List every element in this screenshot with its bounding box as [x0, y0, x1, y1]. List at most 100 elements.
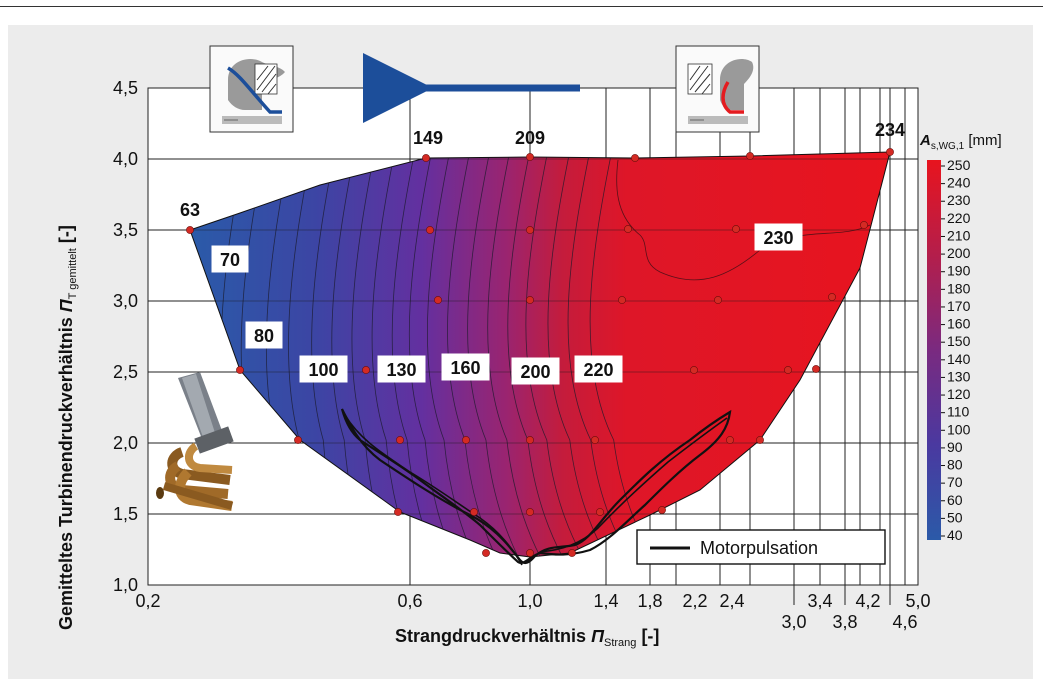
measurement-point	[526, 226, 534, 234]
x-tick-label: 1,0	[517, 591, 542, 611]
contour-line	[567, 152, 638, 557]
contour-label-box	[245, 321, 283, 349]
y-axis-title: Gemitteltes Turbinendruckverhältnis ΠT g…	[56, 225, 80, 630]
x-tick-label: 4,2	[855, 591, 880, 611]
measurement-point	[526, 549, 534, 557]
corner-value-labels: 63 149 209 234	[180, 120, 905, 220]
y-tick-label: 4,5	[113, 78, 138, 98]
y-tick-label: 1,0	[113, 575, 138, 595]
measurement-point	[526, 296, 534, 304]
contour-label: 130	[377, 355, 426, 383]
measurement-point	[294, 436, 302, 444]
measurement-point	[526, 508, 534, 516]
colorbar-tick-label: 200	[947, 245, 971, 261]
contour-label: 100	[299, 355, 348, 383]
measurement-point	[596, 508, 604, 516]
y-tick-label: 3,0	[113, 291, 138, 311]
x-tick-label: 0,6	[397, 591, 422, 611]
x-tick-label: 2,4	[719, 591, 744, 611]
colorbar-tick-label: 70	[947, 474, 963, 490]
contour-label-box	[299, 355, 348, 383]
contour-value-labels: 70 80 100 130 160 200 220 230	[211, 223, 803, 385]
measurement-point	[422, 154, 430, 162]
colorbar-tick-label: 170	[947, 298, 971, 314]
measurement-point	[462, 436, 470, 444]
corner-value-label: 234	[875, 120, 905, 140]
contour-label-box	[754, 223, 803, 251]
legend: Motorpulsation	[636, 529, 886, 565]
measurement-point	[526, 153, 534, 161]
contour-label-text: 200	[520, 362, 550, 382]
x-tick-label: 2,2	[682, 591, 707, 611]
measurement-point	[690, 366, 698, 374]
x-tick-label: 1,8	[637, 591, 662, 611]
exhaust-manifold-illustration	[156, 372, 234, 511]
contour-line	[467, 152, 526, 557]
measurement-point	[186, 226, 194, 234]
contour-label-text: 230	[763, 228, 793, 248]
colorbar-title: As,WG,1 [mm]	[919, 132, 1002, 153]
y-tick-label: 3,5	[113, 220, 138, 240]
measurement-point	[828, 293, 836, 301]
measurement-point	[394, 508, 402, 516]
contour-label-box	[211, 245, 249, 273]
colorbar-tick-label: 240	[947, 175, 971, 191]
colorbar-tick-label: 250	[947, 157, 971, 173]
contour-label-text: 80	[254, 326, 274, 346]
x-tick-label: 3,4	[807, 591, 832, 611]
contour-label-text: 70	[220, 250, 240, 270]
contour-line	[525, 152, 591, 557]
contour-230	[616, 159, 871, 281]
contour-label: 220	[574, 355, 623, 383]
y-tick-label: 2,5	[113, 362, 138, 382]
contour-label-text: 220	[583, 360, 613, 380]
colorbar-tick-label: 180	[947, 280, 971, 296]
measurement-point	[886, 148, 894, 156]
contour-label: 160	[441, 353, 490, 381]
contour-label-text: 130	[386, 360, 416, 380]
measurement-point	[756, 436, 764, 444]
colorbar-tick-label: 110	[947, 404, 970, 420]
turbine-icon-left	[209, 45, 294, 133]
measurement-point	[631, 154, 639, 162]
y-tick-label: 1,5	[113, 504, 138, 524]
contour-label-box	[511, 357, 560, 385]
corner-value-label: 149	[413, 128, 443, 148]
turbine-icon-right	[675, 45, 760, 133]
contour-line	[487, 152, 548, 557]
colorbar-tick-label: 140	[947, 351, 971, 367]
colorbar-tick-label: 190	[947, 263, 971, 279]
contour-label-box	[441, 353, 490, 381]
measurement-point	[746, 152, 754, 160]
x-tick-label: 0,2	[135, 591, 160, 611]
measurement-point	[362, 366, 370, 374]
measurement-point	[568, 549, 576, 557]
contour-label: 70	[211, 245, 249, 273]
x-tick-label-lower: 3,8	[832, 612, 857, 632]
colorbar-tick-label: 50	[947, 509, 963, 525]
contour-label-text: 100	[308, 360, 338, 380]
legend-label: Motorpulsation	[700, 538, 818, 558]
colorbar-tick-label: 60	[947, 492, 963, 508]
colorbar-tick-label: 100	[947, 421, 971, 437]
colorbar-tick-label: 120	[947, 386, 971, 402]
x-tick-label-lower: 4,6	[892, 612, 917, 632]
x-axis-tick-labels: 0,2 0,6 1,0 1,4 1,8 2,2 2,4 4,2 5,0 3,43,0 3,8 4,6	[135, 591, 930, 632]
measurement-point	[618, 296, 626, 304]
corner-value-label: 209	[515, 128, 545, 148]
x-axis-title: Strangdruckverhältnis ΠStrang [-]	[395, 626, 659, 650]
measurement-point	[482, 549, 490, 557]
colorbar-tick-label: 150	[947, 333, 971, 349]
measurement-point	[860, 221, 868, 229]
measurement-point	[591, 436, 599, 444]
measurement-point	[470, 508, 478, 516]
measurement-point	[526, 436, 534, 444]
measurement-point	[658, 506, 666, 514]
contour-label-box	[377, 355, 426, 383]
measurement-point	[784, 366, 792, 374]
colorbar-tick-label: 160	[947, 316, 971, 332]
colorbar-tick-label: 220	[947, 210, 971, 226]
